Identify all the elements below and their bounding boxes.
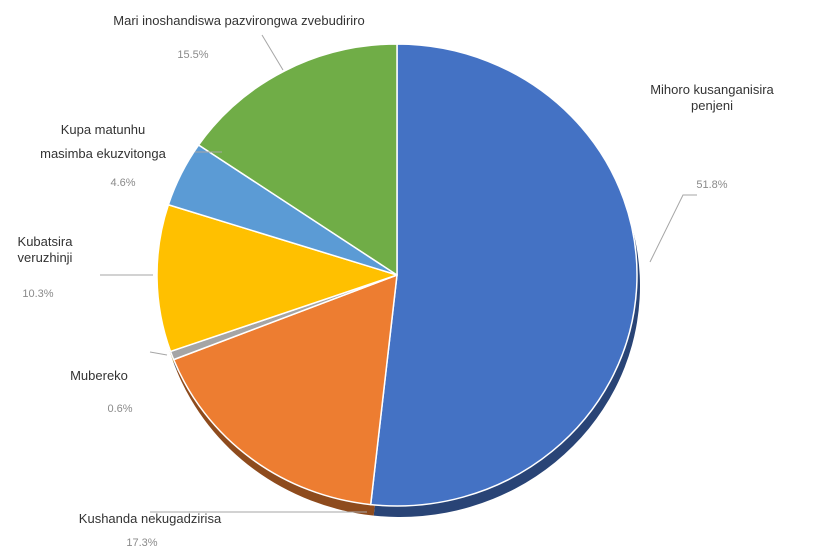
percentage-label: 4.6% [110, 177, 135, 189]
slice-labels: Mihoro kusanganisira penjeni 51.8% Kushanda… [18, 13, 775, 549]
percentage-label: 15.5% [177, 49, 208, 61]
category-label: Mari inoshandiswa pazvirongwa zvebudirir… [113, 13, 364, 28]
pie-slice [369, 43, 638, 507]
category-label: Mubereko [70, 368, 128, 383]
category-label: Kupa matunhu masimba ekuzvitonga [40, 122, 166, 161]
percentage-label: 17.3% [126, 537, 157, 549]
pie-slice [156, 203, 398, 353]
category-label: Mihoro kusanganisira penjeni [650, 82, 774, 113]
leader-line [649, 194, 697, 263]
pie-slice [172, 274, 398, 506]
leader-lines [100, 34, 697, 513]
leader-line [261, 34, 284, 71]
category-label: Kushanda nekugadzirisa [79, 511, 222, 526]
category-label: Kubatsira veruzhinji [18, 234, 74, 265]
pie-slices [156, 43, 640, 517]
percentage-label: 10.3% [22, 288, 53, 300]
percentage-label: 0.6% [107, 403, 132, 415]
pie-slice [197, 43, 398, 276]
percentage-label: 51.8% [696, 179, 727, 191]
leader-line [149, 351, 168, 356]
